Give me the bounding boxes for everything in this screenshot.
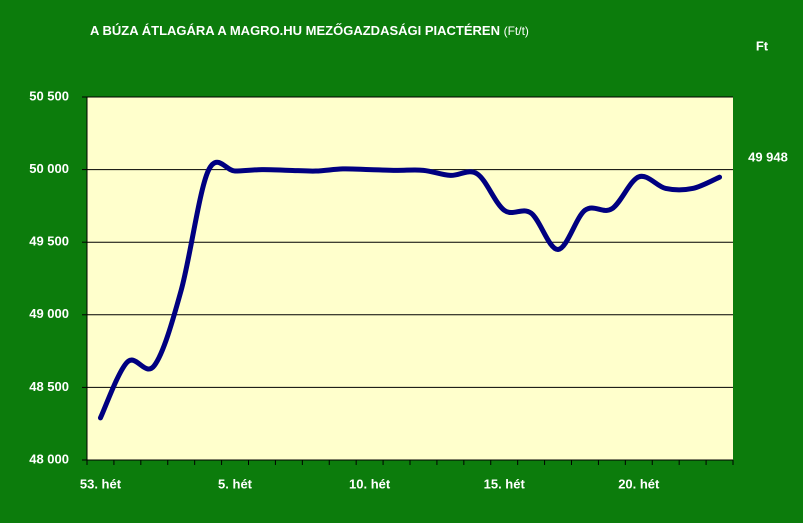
x-tick-label: 53. hét: [80, 476, 122, 491]
y-tick-label: 49 000: [29, 306, 69, 321]
plot-area: [87, 97, 733, 460]
value-label: 49 948: [748, 150, 788, 165]
unit-label: Ft: [756, 38, 769, 53]
x-tick-label: 20. hét: [618, 476, 660, 491]
y-tick-label: 48 000: [29, 451, 69, 466]
x-tick-label: 15. hét: [484, 476, 526, 491]
y-tick-label: 50 500: [29, 88, 69, 103]
y-tick-label: 48 500: [29, 379, 69, 394]
chart-title: A BÚZA ÁTLAGÁRA A MAGRO.HU MEZŐGAZDASÁGI…: [90, 23, 529, 38]
x-tick-label: 5. hét: [218, 476, 253, 491]
title-text: A BÚZA ÁTLAGÁRA A MAGRO.HU MEZŐGAZDASÁGI…: [90, 23, 500, 38]
price-line: [97, 159, 723, 421]
y-tick-label: 49 500: [29, 234, 69, 249]
y-tick-label: 50 000: [29, 161, 69, 176]
subtitle: (Ft/t): [504, 24, 529, 38]
x-tick-label: 10. hét: [349, 476, 391, 491]
